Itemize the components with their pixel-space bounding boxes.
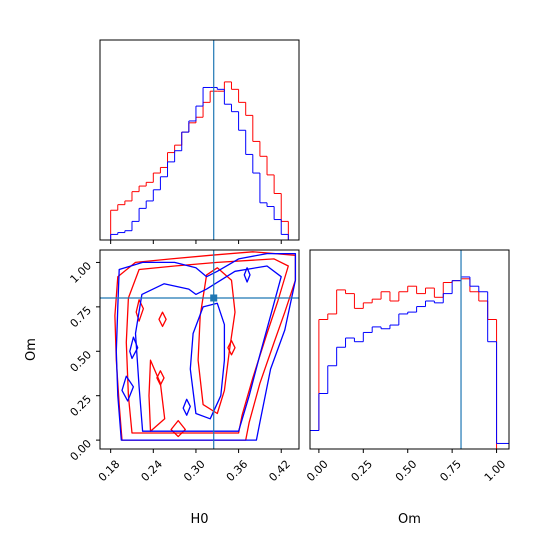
h0-x-tick-label: 0.24 [139,458,166,485]
om-x-tick-label: 1.00 [482,458,509,485]
joint-panel: 0.18 0.24 0.30 0.36 0.42 0.00 0.25 0.50 0.75 1.0… [24,249,300,527]
contour-series-b-0 [115,252,297,441]
contour-series-a-7 [227,339,236,356]
om-x-tick-label: 0.00 [304,458,331,485]
contour-series-b-6 [243,267,251,283]
x-axis-label-h0: H0 [190,512,208,527]
h0-x-tick-label: 0.30 [181,458,208,485]
h0-marginal-panel [99,39,300,244]
joint-truth-marker [210,294,218,302]
contour-series-b-2 [189,302,226,420]
contour-series-a-4 [170,419,186,438]
om-y-tick-label: 0.25 [68,393,95,420]
h0-x-tick-label: 0.18 [96,458,123,485]
h0-x-tick-label: 0.42 [266,458,293,485]
contour-series-b-5 [182,398,191,416]
contour-series-b-4 [129,336,139,360]
om-y-tick-label: 0.00 [68,437,95,464]
om-x-tick-label: 0.75 [437,458,464,485]
om-y-tick-label: 0.50 [68,348,95,375]
contour-series-a-8 [158,311,167,328]
om-y-tick-label: 1.00 [68,259,95,286]
joint-frame [99,249,300,450]
om-marginal-frame [309,249,510,450]
om-y-tick-label: 0.75 [68,304,95,331]
contour-series-a-1 [125,258,289,434]
contour-series-a-2 [197,267,236,415]
h0-x-tick-label: 0.36 [224,458,251,485]
h0-marginal-frame [99,39,300,241]
om-x-tick-label: 0.25 [349,458,376,485]
y-axis-label-om: Om [24,338,39,361]
contour-series-b-3 [121,375,135,402]
om-marginal-panel: 0.00 0.25 0.50 0.75 1.00 Om [304,249,510,527]
contour-series-a-0 [114,251,297,441]
contour-series-a-6 [156,370,165,386]
contour-series-b-1 [134,265,282,432]
x-axis-label-om: Om [398,512,421,527]
om-x-tick-label: 0.50 [393,458,420,485]
contour-series-a-3 [148,359,166,432]
